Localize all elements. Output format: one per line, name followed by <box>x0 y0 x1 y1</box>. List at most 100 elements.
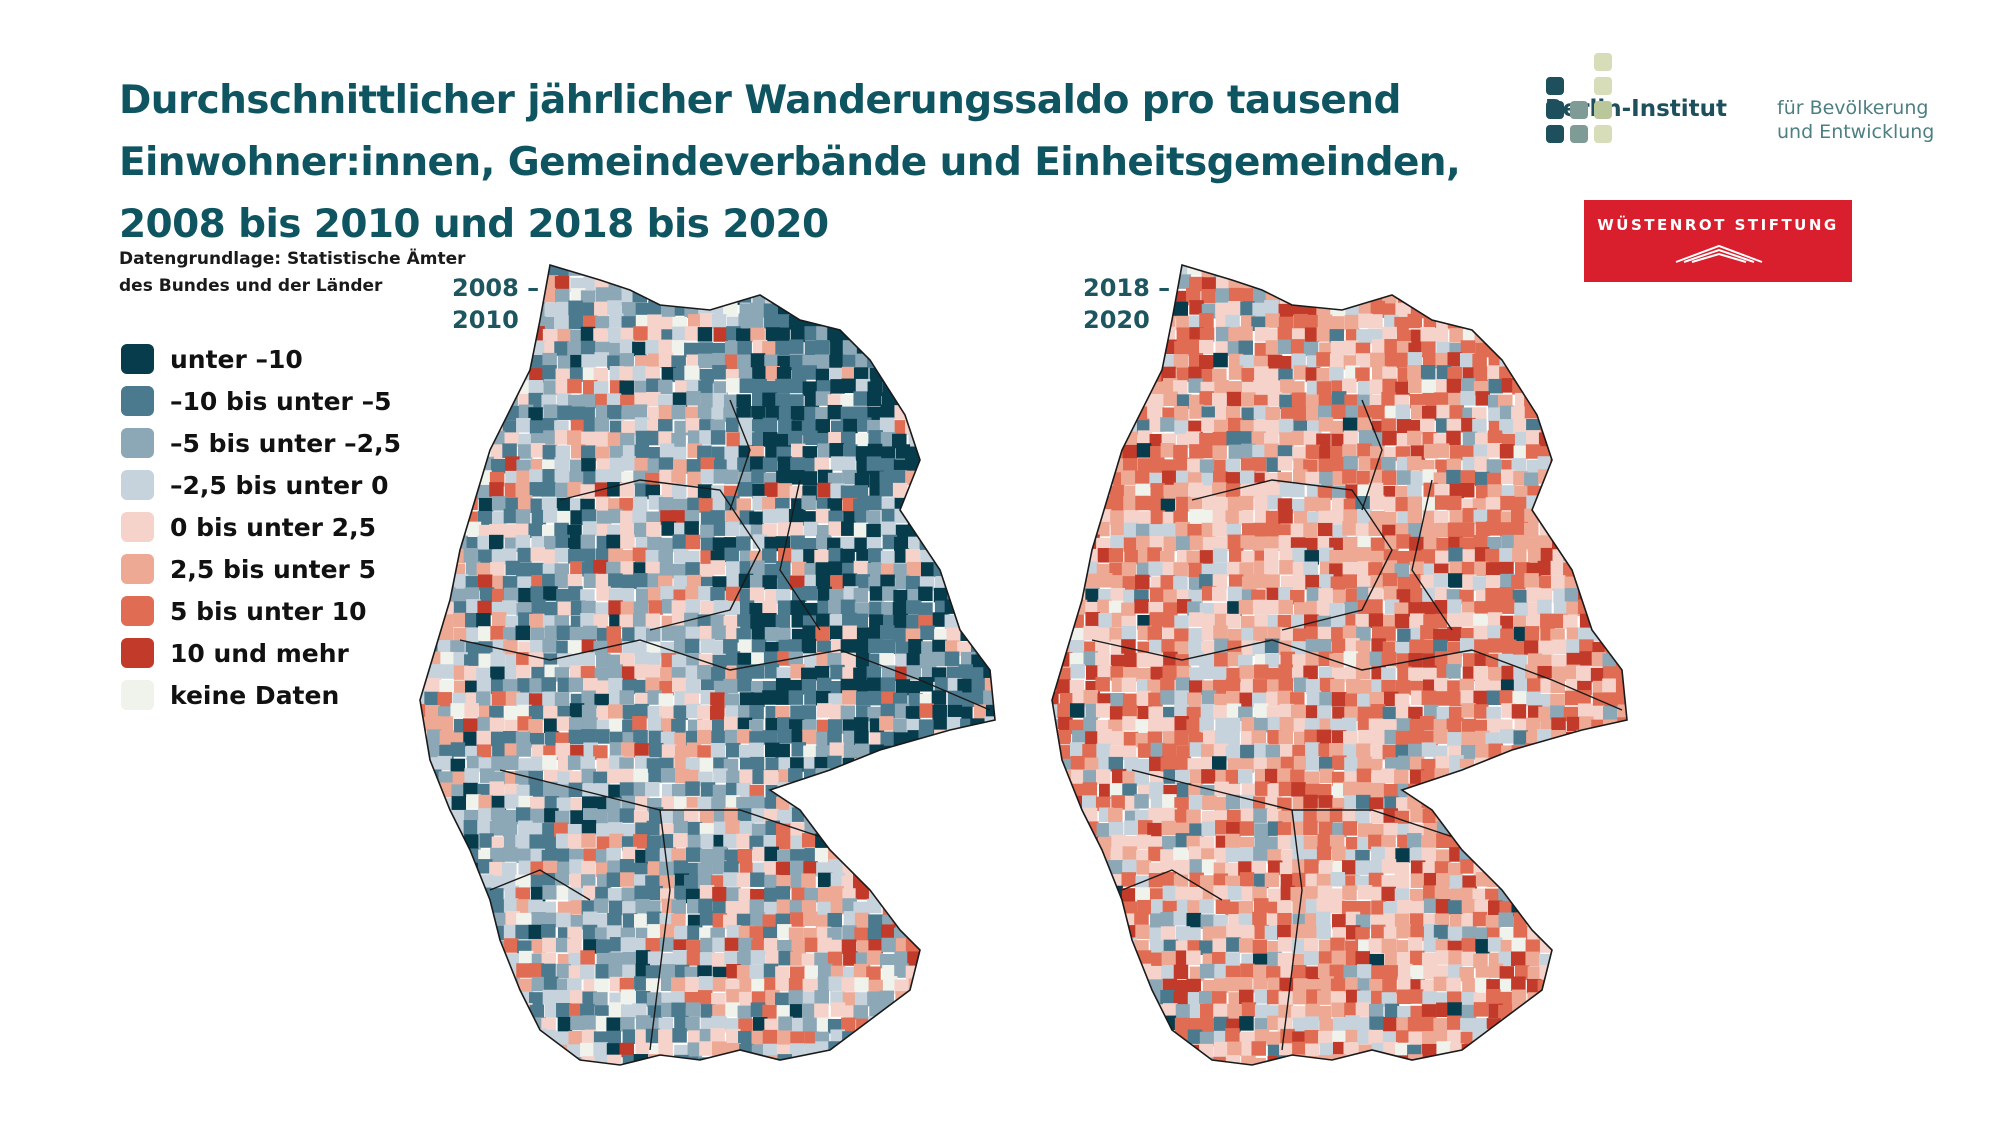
municipality-cell <box>1292 446 1308 461</box>
municipality-cell <box>490 940 505 956</box>
municipality-cell <box>1577 482 1592 497</box>
municipality-cell <box>698 250 713 263</box>
municipality-cell <box>1358 301 1374 317</box>
municipality-cell <box>1591 432 1607 448</box>
municipality-cell <box>1537 496 1552 512</box>
municipality-cell <box>762 601 777 616</box>
municipality-cell <box>752 769 767 785</box>
municipality-cell <box>1199 339 1214 355</box>
municipality-cell <box>1566 458 1581 473</box>
municipality-cell <box>1136 562 1152 578</box>
municipality-cell <box>1368 314 1383 329</box>
municipality-cell <box>801 833 817 848</box>
municipality-cell <box>867 443 883 459</box>
municipality-cell <box>723 1055 739 1065</box>
municipality-cell <box>960 482 975 498</box>
municipality-cell <box>1644 665 1659 680</box>
municipality-cell <box>921 966 936 982</box>
municipality-cell <box>1213 679 1228 695</box>
municipality-cell <box>1577 574 1592 590</box>
municipality-cell <box>947 407 963 423</box>
municipality-cell <box>1278 339 1293 355</box>
municipality-cell <box>983 888 995 903</box>
municipality-cell <box>1526 691 1541 707</box>
municipality-cell <box>1356 470 1372 486</box>
municipality-cell <box>710 510 725 525</box>
municipality-cell <box>985 508 995 524</box>
municipality-cell <box>711 1015 726 1031</box>
municipality-cell <box>659 1056 674 1065</box>
municipality-cell <box>815 368 831 384</box>
municipality-cell <box>843 771 859 786</box>
municipality-cell <box>895 355 911 371</box>
municipality-cell <box>840 485 856 500</box>
municipality-cell <box>1163 589 1178 604</box>
municipality-cell <box>1459 638 1475 653</box>
municipality-cell <box>542 989 558 1005</box>
municipality-cell <box>829 704 845 719</box>
municipality-cell <box>738 1031 753 1046</box>
municipality-cell <box>867 562 882 578</box>
municipality-cell <box>958 664 974 679</box>
municipality-cell <box>947 732 963 747</box>
municipality-cell <box>971 834 987 850</box>
municipality-cell <box>1011 523 1025 538</box>
municipality-cell <box>946 898 961 913</box>
municipality-cell <box>1331 265 1347 278</box>
municipality-cell <box>593 328 608 343</box>
municipality-cell <box>440 290 455 306</box>
municipality-cell <box>726 432 741 447</box>
municipality-cell <box>751 1030 767 1046</box>
municipality-cell <box>439 914 455 929</box>
municipality-cell <box>1069 679 1085 695</box>
municipality-cell <box>620 601 636 617</box>
municipality-cell <box>543 976 559 992</box>
municipality-cell <box>737 614 752 629</box>
municipality-cell <box>1252 536 1268 551</box>
municipality-cell <box>997 1070 1012 1085</box>
municipality-cell <box>970 575 986 591</box>
municipality-cell <box>880 404 896 419</box>
municipality-cell <box>791 613 807 628</box>
municipality-cell <box>1032 380 1046 395</box>
municipality-cell <box>1433 573 1449 588</box>
municipality-cell <box>828 836 844 852</box>
municipality-cell <box>1550 693 1565 709</box>
municipality-cell <box>402 796 417 811</box>
municipality-cell <box>762 341 777 356</box>
municipality-cell <box>1421 549 1436 564</box>
municipality-cell <box>634 626 650 642</box>
municipality-cell <box>1422 405 1437 421</box>
municipality-cell <box>1083 690 1098 705</box>
municipality-cell <box>1474 432 1490 448</box>
municipality-cell <box>1435 691 1450 706</box>
municipality-cell <box>1150 275 1165 290</box>
municipality-cell <box>450 265 465 277</box>
municipality-cell <box>724 729 740 745</box>
municipality-cell <box>1135 495 1150 511</box>
municipality-cell <box>1382 560 1398 575</box>
municipality-cell <box>621 302 637 317</box>
legend-swatch <box>121 386 154 416</box>
municipality-cell <box>633 768 648 784</box>
municipality-cell <box>1552 639 1567 655</box>
municipality-cell <box>464 587 480 602</box>
municipality-cell <box>634 652 650 667</box>
municipality-cell <box>1189 276 1204 292</box>
municipality-cell <box>1566 265 1582 280</box>
municipality-cell <box>1524 640 1539 655</box>
municipality-cell <box>1252 641 1267 656</box>
municipality-cell <box>568 549 583 564</box>
municipality-cell <box>1012 382 1027 397</box>
municipality-cell <box>1264 300 1279 315</box>
municipality-cell <box>476 1055 492 1065</box>
municipality-cell <box>894 378 909 394</box>
municipality-cell <box>1499 444 1515 459</box>
municipality-cell <box>1527 653 1543 668</box>
municipality-cell <box>595 913 611 928</box>
municipality-cell <box>581 1030 597 1045</box>
municipality-cell <box>829 809 844 825</box>
municipality-cell <box>1149 290 1165 305</box>
municipality-cell <box>751 469 766 484</box>
municipality-cell <box>1201 417 1216 432</box>
